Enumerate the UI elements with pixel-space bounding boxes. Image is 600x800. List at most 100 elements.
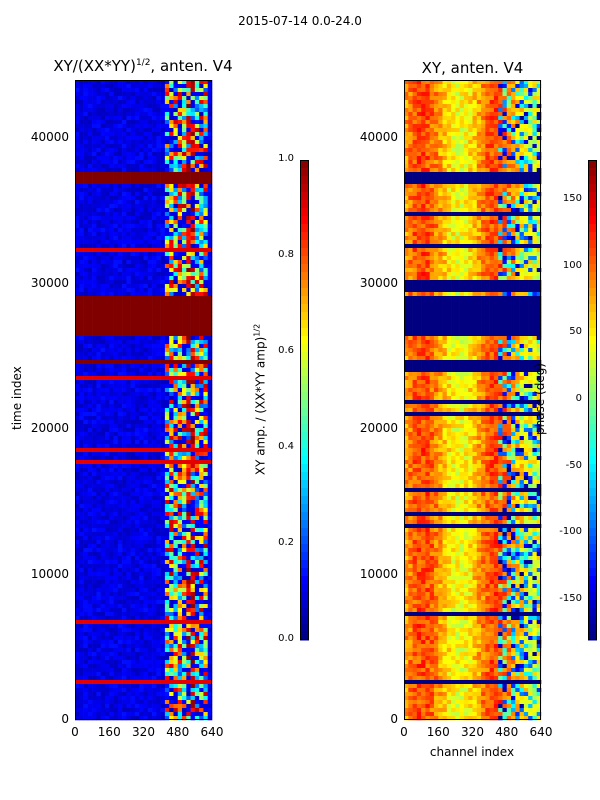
amp-cell [75, 128, 80, 133]
amp-cell [92, 84, 97, 89]
amp-cell [75, 340, 80, 345]
amp-cell [199, 320, 204, 325]
amp-cell [186, 120, 191, 125]
amp-cell [109, 112, 114, 117]
amp-cell [134, 148, 140, 153]
amp-cell [156, 340, 161, 345]
amp-cell [143, 236, 149, 241]
amp-cell [92, 236, 97, 241]
amp-cell [203, 256, 209, 261]
amp-cell [100, 372, 106, 377]
amp-cell [199, 168, 204, 173]
amp-cell [83, 256, 89, 261]
amp-cell [117, 284, 123, 289]
amp-cell [92, 264, 97, 269]
amp-cell [194, 108, 200, 113]
amp-cell [152, 356, 157, 361]
amp-cell [126, 312, 131, 317]
amp-cell [194, 356, 200, 361]
amp-cell [173, 384, 179, 389]
amp-cell [177, 136, 183, 141]
amp-cell [96, 192, 101, 197]
amp-cell [100, 312, 106, 317]
amp-cell [117, 108, 123, 113]
amp-cell [126, 372, 131, 377]
amp-cell [164, 124, 170, 129]
amp-cell [182, 384, 187, 389]
amp-cell [122, 384, 127, 389]
amp-cell [194, 136, 200, 141]
amp-cell [147, 332, 153, 337]
amp-cell [190, 152, 196, 157]
amp-cell [87, 136, 93, 141]
amp-cell [177, 268, 183, 273]
amp-cell [109, 192, 114, 197]
amp-cell [134, 264, 140, 269]
amp-cell [203, 248, 209, 253]
amp-cell [147, 172, 153, 177]
amp-cell [169, 228, 174, 233]
amp-cell [92, 332, 97, 337]
amp-cell [92, 276, 97, 281]
amp-cell [126, 400, 131, 405]
amp-cell [169, 348, 174, 353]
amp-cell [113, 156, 119, 161]
amp-cell [186, 96, 191, 101]
amp-cell [100, 176, 106, 181]
amp-cell [130, 88, 136, 93]
amp-cell [173, 180, 179, 185]
amp-cell [190, 248, 196, 253]
amp-cell [199, 140, 204, 145]
amp-cell [164, 312, 170, 317]
amp-cell [199, 204, 204, 209]
amp-cell [156, 236, 161, 241]
amp-cell [104, 180, 110, 185]
amp-cell [147, 92, 153, 97]
amp-cell [182, 200, 187, 205]
amp-cell [182, 168, 187, 173]
amp-cell [177, 128, 183, 133]
amp-cell [104, 308, 110, 313]
amp-cell [100, 376, 106, 381]
amp-cell [169, 220, 174, 225]
amp-cell [75, 272, 80, 277]
amp-cell [164, 280, 170, 285]
amp-cell [122, 164, 127, 169]
amp-cell [160, 232, 166, 237]
amp-cell [139, 280, 144, 285]
amp-cell [75, 160, 80, 165]
amp-cell [117, 212, 123, 217]
amp-cell [139, 136, 144, 141]
amp-cell [117, 244, 123, 249]
amp-cell [96, 160, 101, 165]
amp-cell [160, 168, 166, 173]
amp-cell [130, 296, 136, 301]
amp-cell [156, 316, 161, 321]
amp-cell [194, 352, 200, 357]
amp-cell [83, 260, 89, 265]
amp-cell [139, 84, 144, 89]
amp-cell [152, 296, 157, 301]
amp-cell [160, 392, 166, 397]
amp-cell [186, 388, 191, 393]
amp-cell [177, 200, 183, 205]
amp-cell [173, 284, 179, 289]
amp-cell [134, 92, 140, 97]
amp-cell [92, 164, 97, 169]
amp-cell [139, 248, 144, 253]
amp-cell [190, 236, 196, 241]
amp-cell [182, 344, 187, 349]
amp-cell [79, 228, 84, 233]
amp-cell [79, 108, 84, 113]
amp-cell [79, 80, 84, 85]
amp-cell [139, 392, 144, 397]
amp-cell [143, 376, 149, 381]
amp-cell [100, 100, 106, 105]
amp-cell [156, 324, 161, 329]
amp-cell [164, 240, 170, 245]
amp-cell [117, 404, 123, 409]
amp-cell [113, 276, 119, 281]
amp-cell [186, 164, 191, 169]
amp-cell [122, 300, 127, 305]
amp-cell [186, 292, 191, 297]
